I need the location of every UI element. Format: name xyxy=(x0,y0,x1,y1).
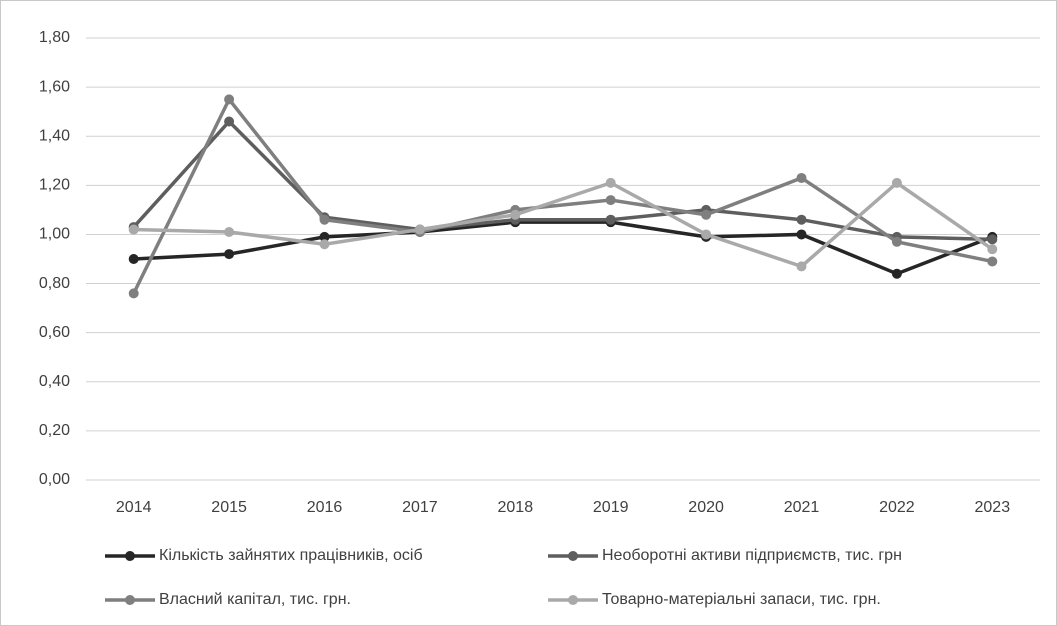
point xyxy=(796,261,807,272)
x-tick-label: 2019 xyxy=(593,499,629,516)
y-tick-label: 0,40 xyxy=(39,373,70,390)
x-tick-label: 2017 xyxy=(402,499,438,516)
point xyxy=(701,229,712,240)
y-tick-label: 1,60 xyxy=(39,78,70,95)
point xyxy=(224,94,235,105)
point xyxy=(128,224,139,235)
point xyxy=(987,244,998,255)
y-tick-label: 1,40 xyxy=(39,127,70,144)
point xyxy=(796,172,807,183)
point xyxy=(891,177,902,188)
point xyxy=(987,256,998,267)
x-tick-label: 2023 xyxy=(975,499,1011,516)
series-line xyxy=(133,180,994,269)
x-tick-label: 2018 xyxy=(498,499,534,516)
y-tick-label: 0,20 xyxy=(39,422,70,439)
y-tick-label: 0,80 xyxy=(39,275,70,292)
point xyxy=(319,239,330,250)
point xyxy=(319,231,330,242)
point xyxy=(605,214,616,225)
point xyxy=(987,234,998,245)
legend-marker xyxy=(125,551,135,561)
legend-label: Необоротні активи підприємств, тис. грн xyxy=(602,547,902,564)
point xyxy=(891,268,902,279)
x-tick-label: 2021 xyxy=(784,499,820,516)
point xyxy=(128,254,139,264)
point xyxy=(891,236,902,247)
legend-marker xyxy=(125,595,135,605)
point xyxy=(605,195,616,206)
point xyxy=(796,214,807,225)
legend-marker xyxy=(568,595,578,605)
series-line xyxy=(132,96,993,295)
y-tick-label: 0,00 xyxy=(39,471,70,488)
point xyxy=(224,116,235,127)
x-tick-label: 2014 xyxy=(116,499,152,516)
legend-label: Кількість зайнятих працівників, осіб xyxy=(159,547,423,564)
y-tick-label: 1,20 xyxy=(39,177,70,194)
x-tick-label: 2020 xyxy=(688,499,724,516)
x-tick-label: 2022 xyxy=(879,499,915,516)
series-line xyxy=(133,220,993,276)
x-tick-label: 2015 xyxy=(211,499,247,516)
point xyxy=(224,226,235,237)
point xyxy=(796,229,807,240)
y-tick-label: 1,80 xyxy=(39,29,70,46)
point xyxy=(414,224,425,235)
legend-label: Власний капітал, тис. грн. xyxy=(159,591,351,608)
point xyxy=(510,209,521,220)
point xyxy=(224,249,235,260)
legend-label: Товарно-матеріальні запаси, тис. грн. xyxy=(602,591,881,608)
y-tick-label: 1,00 xyxy=(39,226,70,243)
point xyxy=(701,209,712,220)
point xyxy=(128,288,139,299)
legend-marker xyxy=(568,551,578,561)
point xyxy=(605,177,616,188)
x-tick-label: 2016 xyxy=(307,499,343,516)
series-line xyxy=(132,118,993,242)
point xyxy=(319,214,330,225)
y-tick-label: 0,60 xyxy=(39,324,70,341)
